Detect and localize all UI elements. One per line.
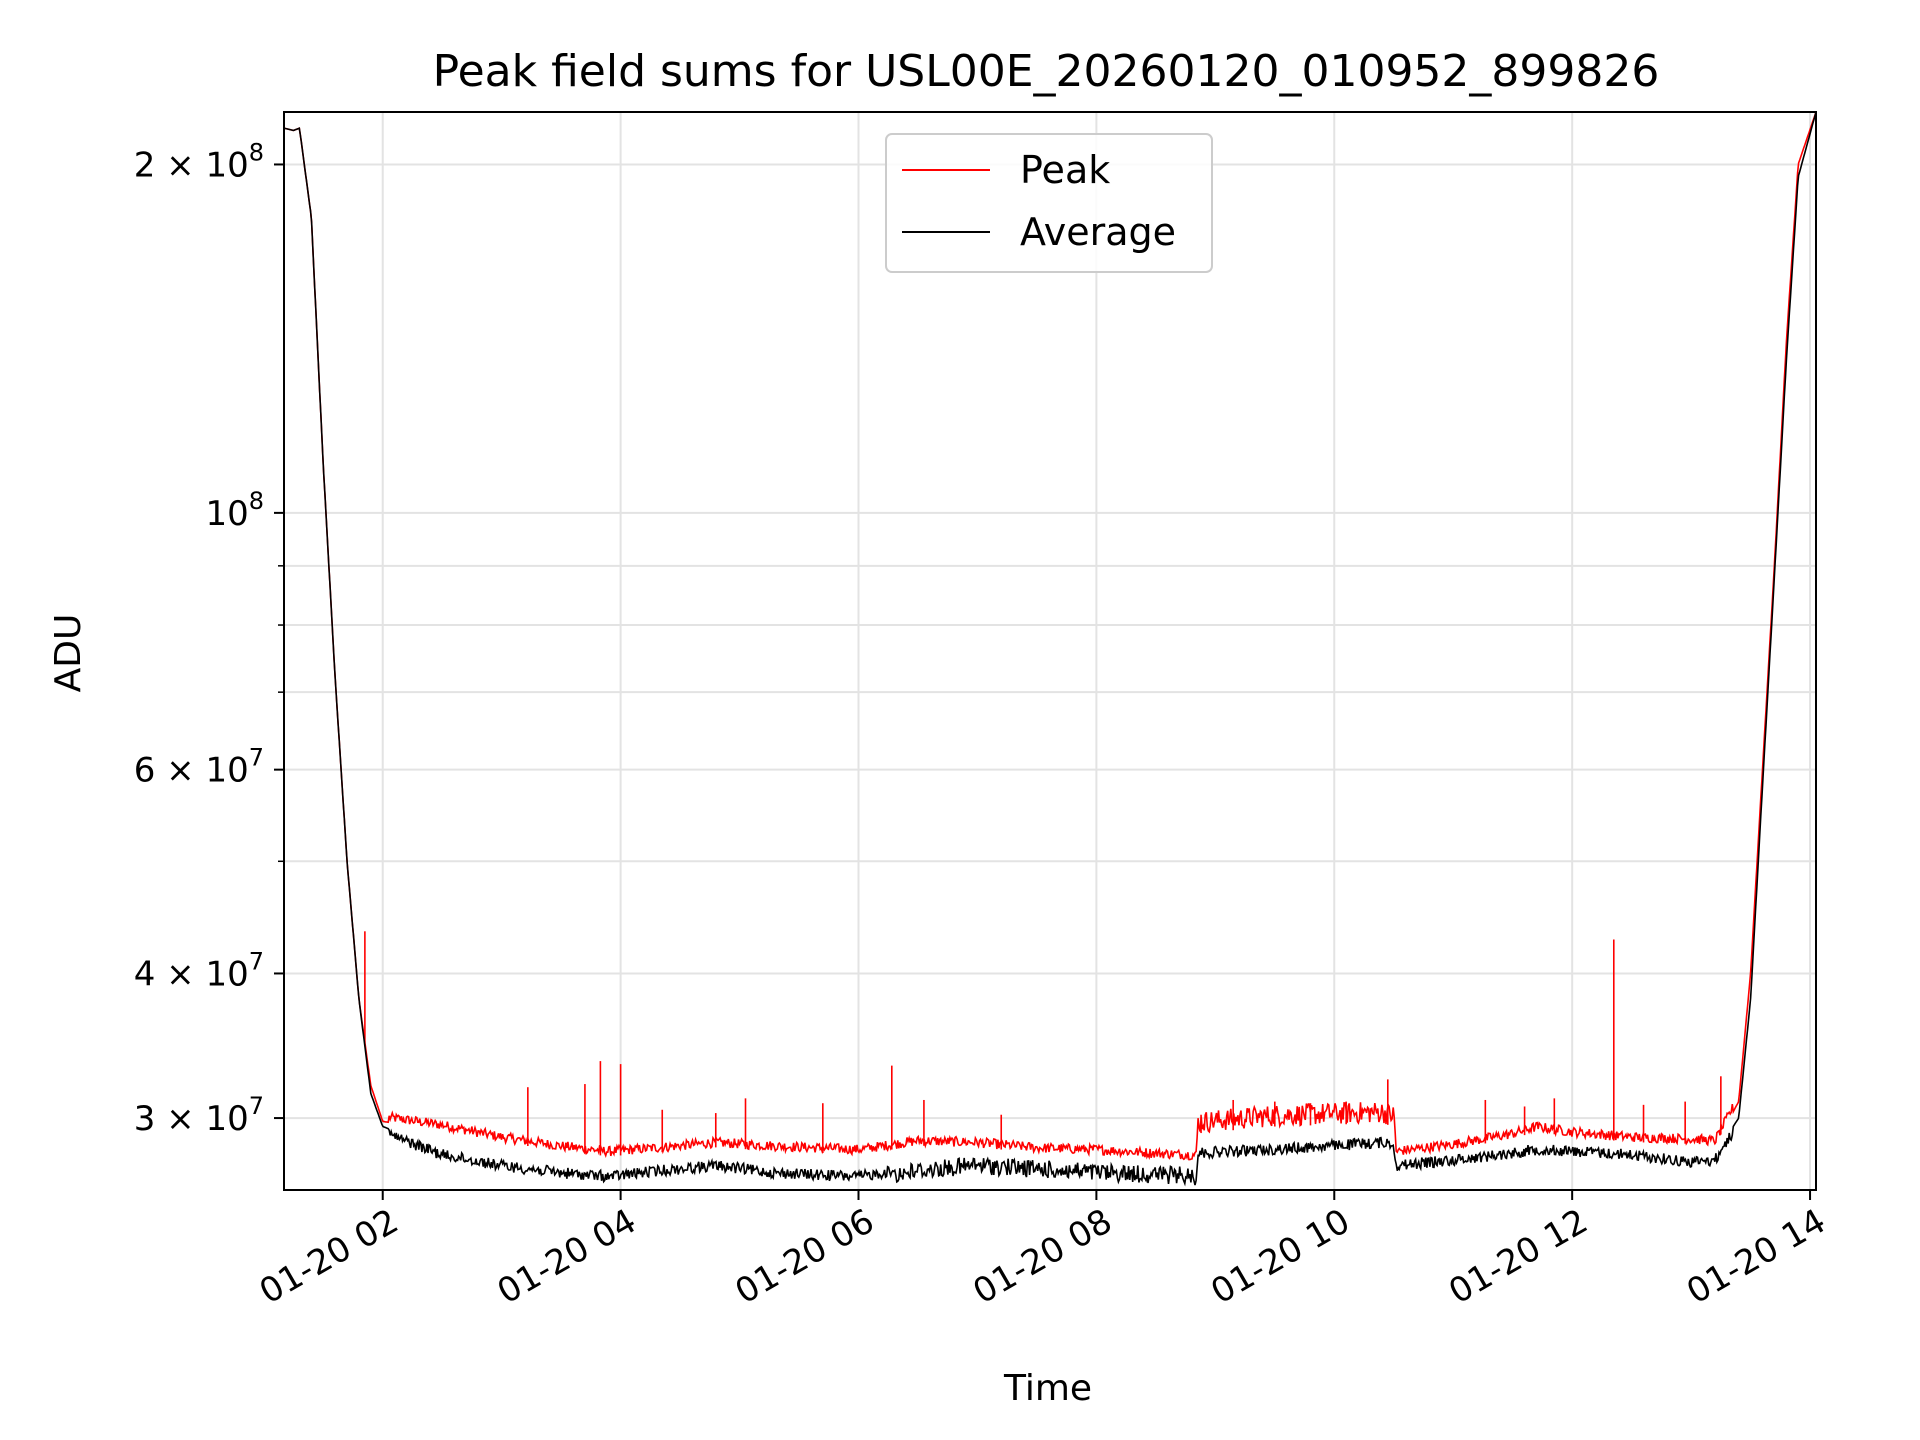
x-axis-label: Time	[1003, 1368, 1092, 1409]
plot-frame	[283, 111, 1817, 1191]
legend: Peak Average	[885, 133, 1213, 273]
y-tick-label: 108	[205, 487, 264, 534]
y-tick-label-base: 10	[205, 494, 248, 534]
y-tick-label: 2 × 108	[134, 138, 264, 185]
y-tick-label-base: 6 × 10	[134, 751, 249, 791]
y-tick-label-exponent: 7	[249, 947, 264, 975]
legend-peak-label: Peak	[1020, 148, 1110, 192]
series-average-line	[284, 112, 1816, 1187]
y-tick-label-exponent: 8	[249, 487, 264, 515]
y-tick-label-base: 2 × 10	[134, 145, 249, 185]
y-tick-label: 6 × 107	[134, 744, 264, 791]
chart-title: Peak field sums for USL00E_20260120_0109…	[433, 46, 1660, 97]
y-tick-label: 4 × 107	[134, 947, 264, 994]
y-tick-label-exponent: 7	[249, 744, 264, 772]
legend-box	[885, 133, 1213, 273]
series-layer	[284, 112, 1816, 1187]
y-tick-label-exponent: 7	[249, 1092, 264, 1120]
y-tick-label-base: 4 × 10	[134, 954, 249, 994]
grid	[284, 112, 1816, 1190]
y-tick-label-base: 3 × 10	[134, 1099, 249, 1139]
y-tick-label: 3 × 107	[134, 1092, 264, 1139]
y-axis-label: ADU	[48, 614, 89, 693]
y-tick-label-exponent: 8	[249, 138, 264, 166]
legend-average-label: Average	[1020, 210, 1176, 254]
series-peak-line	[284, 112, 1816, 1161]
